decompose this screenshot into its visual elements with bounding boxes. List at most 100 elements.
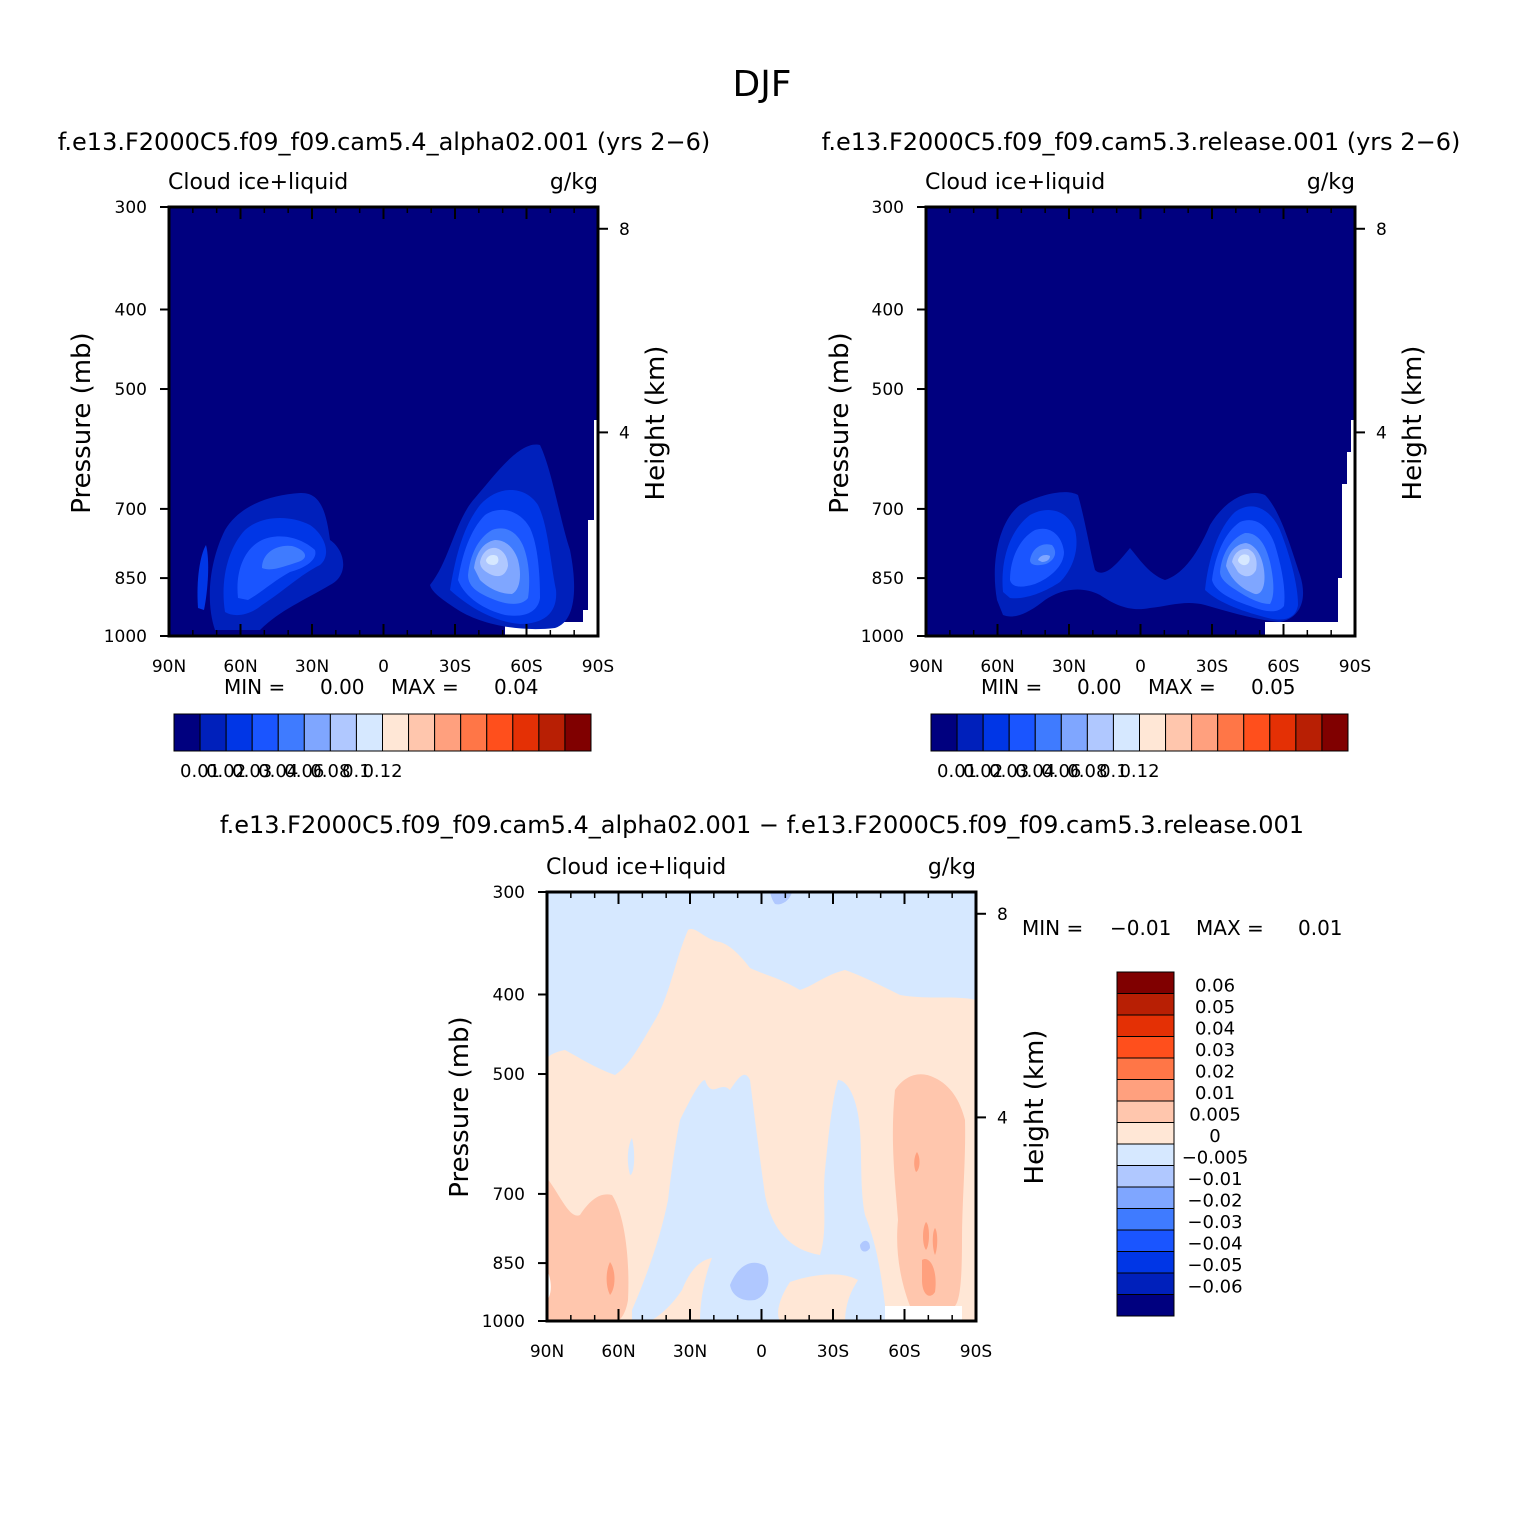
diff-max-label: MAX = — [1196, 916, 1264, 940]
left-x-tick-label: 0 — [378, 657, 389, 677]
left-contour-nh-4 — [262, 545, 306, 570]
diff-x-tick-label: 0 — [756, 1342, 767, 1362]
right-y-axis-label: Pressure (mb) — [825, 332, 855, 513]
right-colorbar-box — [1243, 713, 1271, 752]
diff-contour-sh-pos-5 — [932, 1228, 938, 1255]
diff-y-tick-label: 500 — [493, 1065, 525, 1085]
right-case-title: f.e13.F2000C5.f09_f09.cam5.3.release.001… — [822, 128, 1461, 156]
left-colorbar-box — [355, 713, 383, 752]
diff-colorbar-box — [1116, 1208, 1175, 1231]
left-colorbar-box — [225, 713, 253, 752]
diff-contour-upper-neg — [547, 892, 976, 1075]
diff-colorbar-label: 0.005 — [1189, 1105, 1241, 1126]
diff-colorbar-box — [1116, 1057, 1175, 1080]
diff-colorbar-box — [1116, 971, 1175, 994]
right-colorbar-box — [982, 713, 1010, 752]
diff-y-right-tick-label: 8 — [997, 905, 1008, 925]
left-colorbar-label: 0.06 — [284, 761, 324, 782]
diff-colorbar-box — [1116, 1100, 1175, 1123]
diff-colorbar-label: −0.03 — [1187, 1212, 1242, 1233]
left-colorbar-label: 0.12 — [362, 761, 402, 782]
diff-contour-sh-pos-2 — [914, 1152, 920, 1172]
diff-y-tick-label: 300 — [493, 883, 525, 903]
left-y-tick-label: 300 — [115, 198, 147, 218]
right-colorbar-label: 0.1 — [1099, 761, 1128, 782]
diff-contour-upper-neg-2 — [770, 892, 792, 905]
left-min-value: 0.00 — [320, 675, 365, 699]
diff-max-value: 0.01 — [1298, 916, 1343, 940]
diff-contour-nh-pos-2 — [606, 1262, 615, 1295]
diff-min-value: −0.01 — [1110, 916, 1171, 940]
left-y-axis-label: Pressure (mb) — [67, 332, 97, 513]
left-contour-field — [169, 207, 598, 636]
right-y-right-axis-label: Height (km) — [1398, 346, 1428, 501]
diff-x-tick-label: 60N — [601, 1342, 635, 1362]
right-colorbar-label: 0.03 — [989, 761, 1029, 782]
diff-colorbar-box — [1116, 1165, 1175, 1188]
diff-colorbar: 0.060.050.040.030.020.010.0050−0.005−0.0… — [1116, 971, 1248, 1317]
left-min-label: MIN = — [224, 675, 285, 699]
right-colorbar-box — [1060, 713, 1088, 752]
left-x-tick-label: 30N — [295, 657, 329, 677]
diff-colorbar-label: 0.02 — [1195, 1062, 1235, 1083]
right-colorbar-label: 0.04 — [1015, 761, 1055, 782]
left-colorbar-label: 0.01 — [180, 761, 220, 782]
left-missing-data — [505, 420, 598, 636]
diff-colorbar-label: 0.06 — [1195, 976, 1235, 997]
right-y-right-tick-label: 4 — [1376, 423, 1387, 443]
diff-colorbar-label: −0.04 — [1187, 1234, 1242, 1255]
right-colorbar-box — [1217, 713, 1245, 752]
diff-colorbar-box — [1116, 1294, 1175, 1317]
right-x-tick-label: 60S — [1267, 657, 1299, 677]
left-colorbar-box — [538, 713, 566, 752]
left-colorbar-label: 0.04 — [258, 761, 298, 782]
right-y-right-tick-label: 8 — [1376, 220, 1387, 240]
diff-x-tick-label: 60S — [888, 1342, 920, 1362]
diff-colorbar-box — [1116, 1229, 1175, 1252]
panel-diff: f.e13.F2000C5.f09_f09.cam5.4_alpha02.001… — [220, 811, 1343, 1362]
diff-y-right-axis-label: Height (km) — [1020, 1030, 1050, 1185]
left-colorbar-box — [434, 713, 462, 752]
diff-colorbar-box — [1116, 1143, 1175, 1166]
left-x-tick-label: 90S — [582, 657, 614, 677]
right-colorbar-box — [930, 713, 958, 752]
right-contour-sh-7 — [1238, 554, 1250, 566]
left-colorbar-label: 0.1 — [342, 761, 371, 782]
right-contour-nh-5 — [1038, 555, 1050, 562]
right-colorbar-box — [1112, 713, 1140, 752]
left-colorbar-box — [199, 713, 227, 752]
left-colorbar-box — [277, 713, 305, 752]
left-axes: 90N 60N 30N 0 30S 60S 90S 300 400 500 700 850 1000 8 4 — [104, 198, 630, 677]
left-colorbar-label: 0.08 — [310, 761, 350, 782]
diff-x-tick-label: 90N — [530, 1342, 564, 1362]
diff-colorbar-label: 0.05 — [1195, 997, 1235, 1018]
right-y-tick-label: 1000 — [861, 627, 904, 647]
left-colorbar-box — [512, 713, 540, 752]
right-x-tick-label: 0 — [1135, 657, 1146, 677]
left-colorbar-box — [408, 713, 436, 752]
right-axes: 90N 60N 30N 0 30S 60S 90S 300 400 500 700 850 1000 8 4 — [861, 198, 1387, 677]
left-x-tick-label: 60S — [510, 657, 542, 677]
left-max-value: 0.04 — [494, 675, 539, 699]
right-y-tick-label: 300 — [872, 198, 904, 218]
left-colorbar: 0.010.020.030.040.060.080.10.12 — [173, 713, 592, 782]
left-y-tick-label: 700 — [115, 500, 147, 520]
left-colorbar-box — [460, 713, 488, 752]
left-x-tick-label: 60N — [223, 657, 257, 677]
right-colorbar-box — [1191, 713, 1219, 752]
diff-colorbar-label: −0.05 — [1187, 1255, 1242, 1276]
diff-colorbar-label: 0 — [1209, 1126, 1220, 1147]
right-y-tick-label: 850 — [872, 569, 904, 589]
diff-colorbar-label: 0.04 — [1195, 1019, 1235, 1040]
diff-contour-lower-neg — [632, 1074, 885, 1321]
diff-y-right-tick-label: 4 — [997, 1108, 1008, 1128]
panel-left: f.e13.F2000C5.f09_f09.cam5.4_alpha02.001… — [58, 128, 711, 782]
left-y-tick-label: 850 — [115, 569, 147, 589]
diff-axes: 90N 60N 30N 0 30S 60S 90S 300 400 500 700 850 1000 8 4 — [482, 883, 1008, 1362]
left-y-tick-label: 400 — [115, 301, 147, 321]
diff-x-tick-label: 90S — [960, 1342, 992, 1362]
diff-contour-sh-pos-4 — [923, 1222, 929, 1250]
right-colorbar-box — [1034, 713, 1062, 752]
diff-y-axis-label: Pressure (mb) — [445, 1016, 475, 1197]
